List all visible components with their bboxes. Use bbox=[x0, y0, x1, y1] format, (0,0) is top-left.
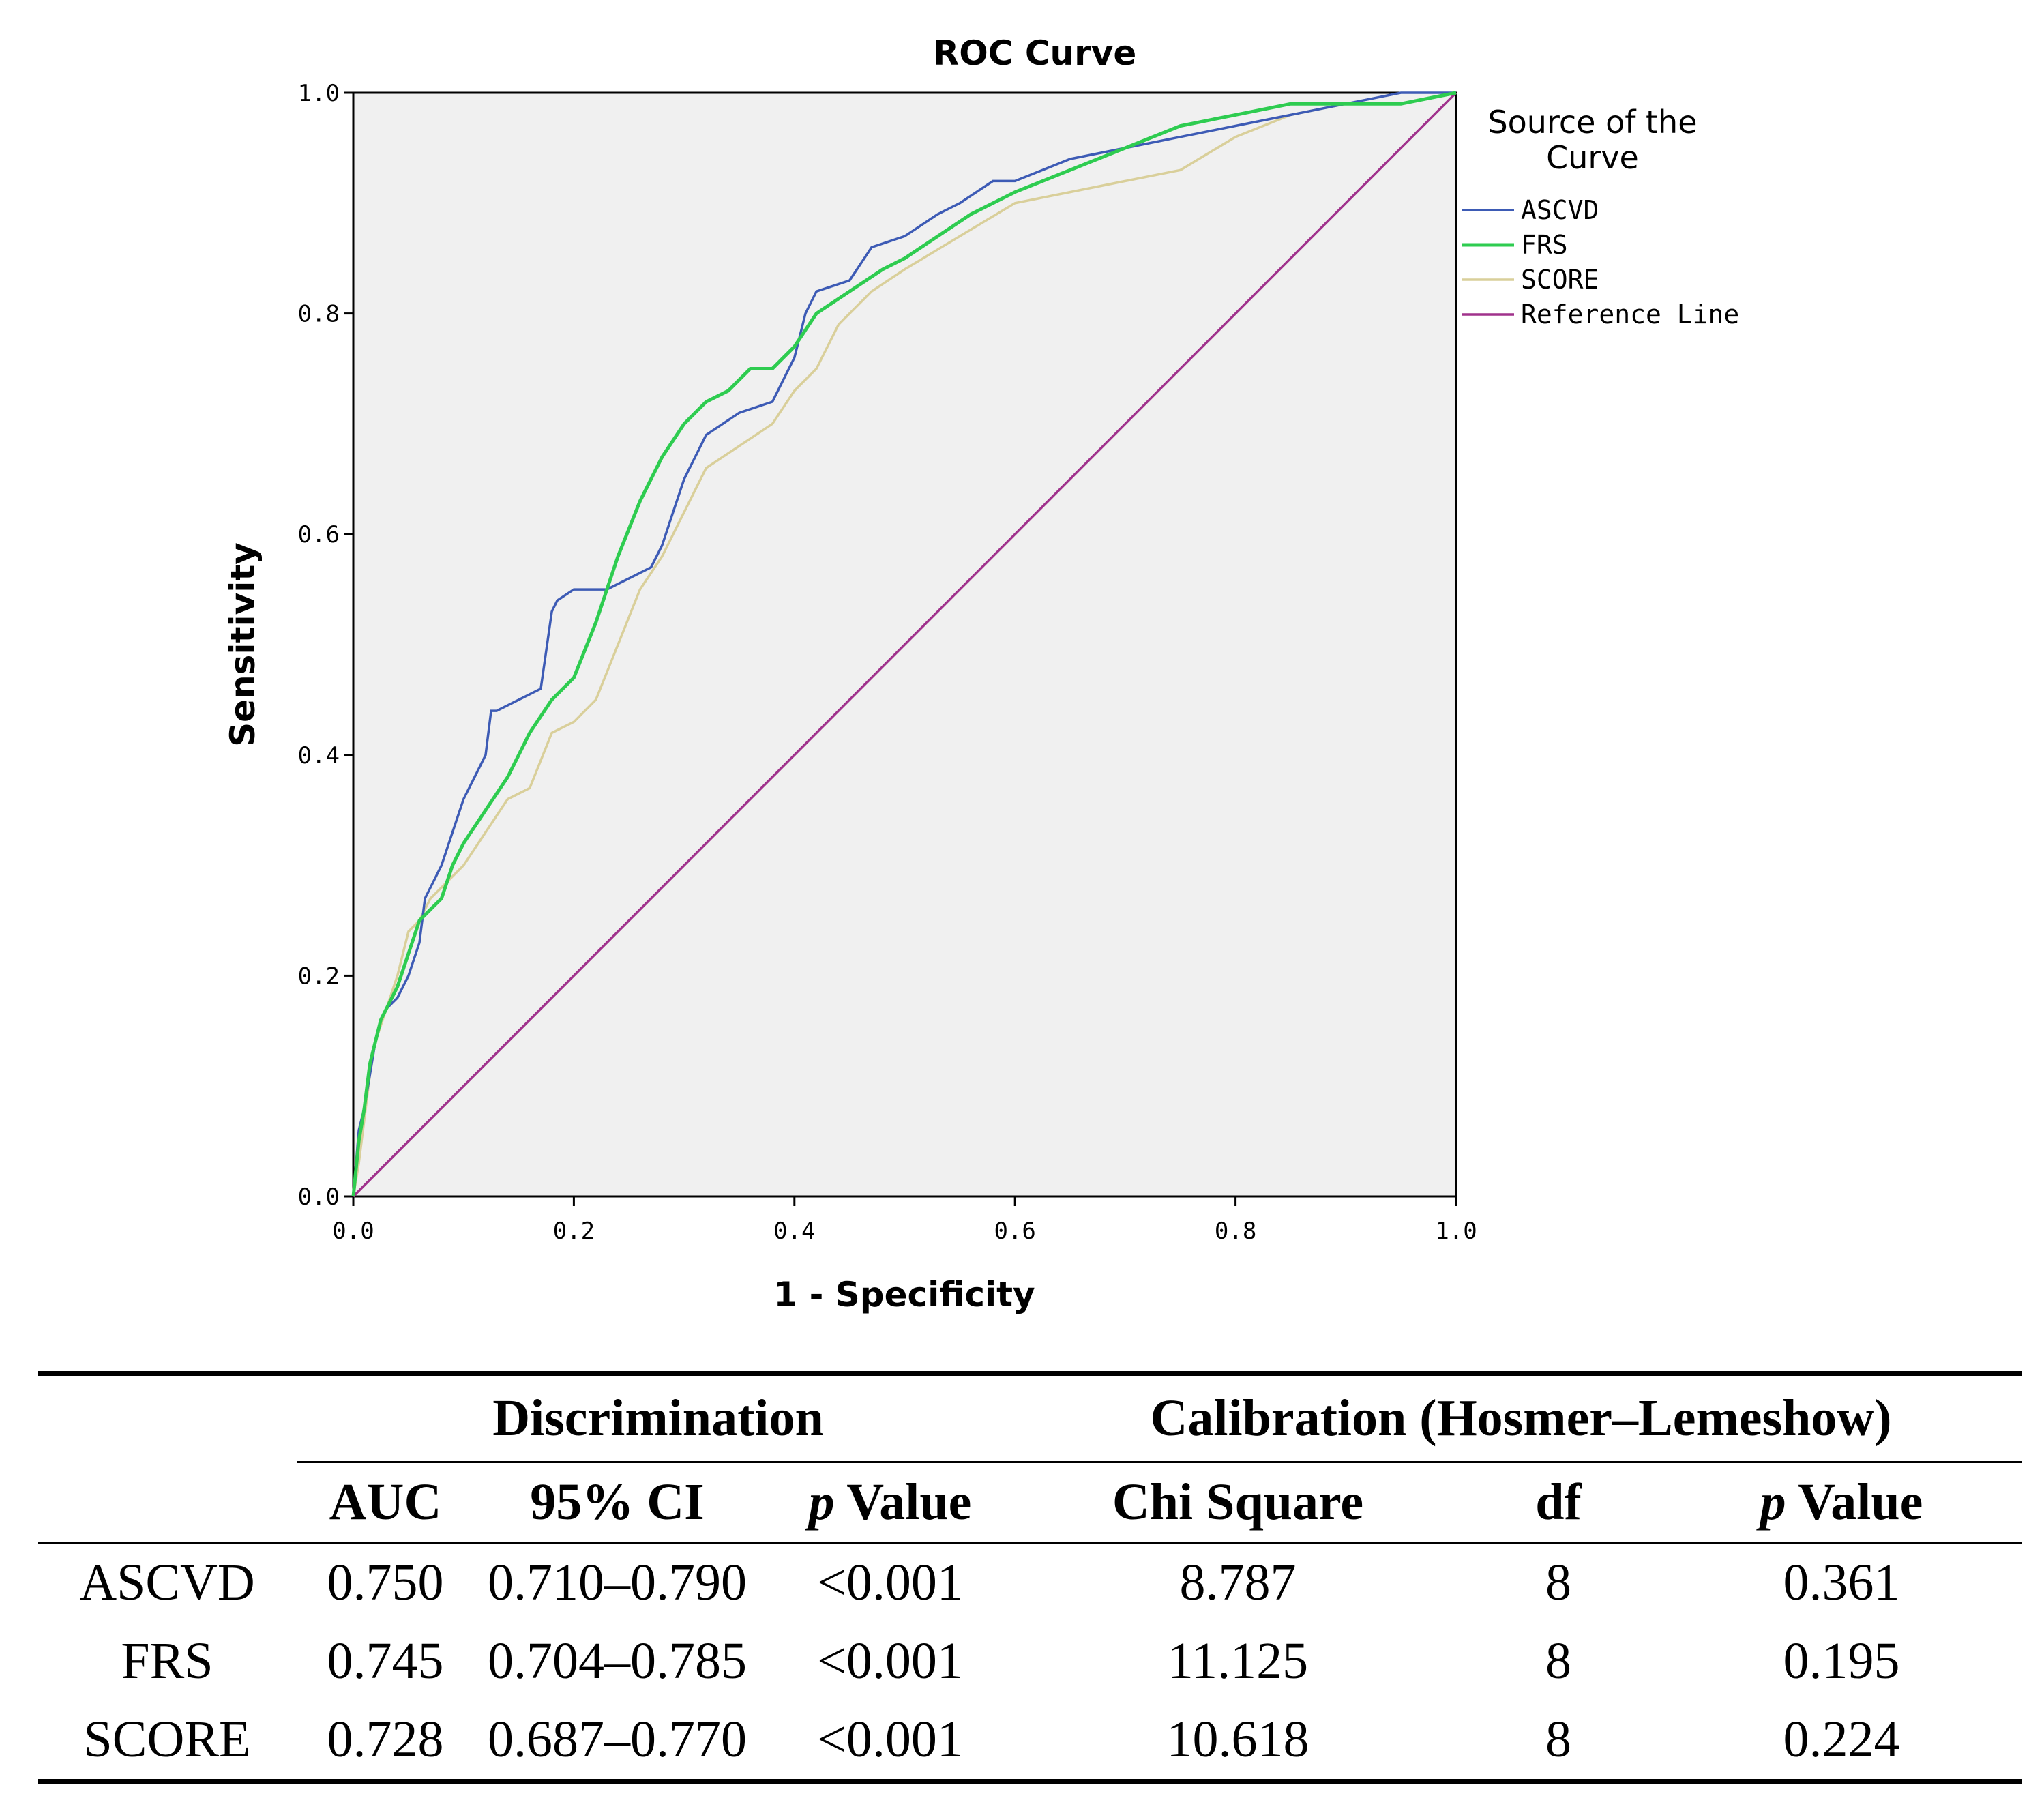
legend-label-ascvd: ASCVD bbox=[1521, 195, 1599, 225]
cell-ci: 0.687–0.770 bbox=[488, 1711, 747, 1768]
cell-df: 8 bbox=[1545, 1554, 1571, 1611]
cell-chi-square: 8.787 bbox=[1179, 1554, 1297, 1611]
y-tick-label: 0.4 bbox=[298, 742, 340, 769]
group-header-discrimination: Discrimination bbox=[297, 1373, 1020, 1463]
header-p-value-2: p Value bbox=[1661, 1462, 2022, 1544]
legend-label-frs: FRS bbox=[1521, 230, 1568, 260]
chart-title: ROC Curve bbox=[933, 33, 1137, 73]
cell-chi-square: 11.125 bbox=[1167, 1632, 1309, 1690]
cell-p-value: <0.001 bbox=[817, 1711, 963, 1768]
cell-df: 8 bbox=[1545, 1711, 1571, 1768]
roc-chart: ROC Curve 0.0 0.2 0.4 0.6 0.8 1.0 0.0 0.2 0.4 0.6… bbox=[223, 33, 1739, 1314]
y-tick-label: 0.8 bbox=[298, 301, 340, 328]
x-tick-label: 1.0 bbox=[1435, 1218, 1477, 1245]
x-tick-label: 0.8 bbox=[1215, 1218, 1256, 1245]
cell-ci: 0.704–0.785 bbox=[488, 1632, 747, 1690]
series-line-frs bbox=[351, 91, 1457, 1197]
cell-df: 8 bbox=[1545, 1632, 1571, 1690]
cell-hl-p-value: 0.224 bbox=[1783, 1711, 1900, 1768]
table-group-header-row: Discrimination Calibration (Hosmer–Lemes… bbox=[38, 1373, 2022, 1463]
series-line-score bbox=[352, 91, 1457, 1197]
x-tick-label: 0.2 bbox=[553, 1218, 595, 1245]
legend: Source of the Curve ASCVD FRS SCORE Referen… bbox=[1462, 104, 1739, 329]
header-p-value-2-label: Value bbox=[1798, 1473, 1923, 1531]
cell-auc: 0.728 bbox=[327, 1711, 444, 1768]
cell-ci: 0.710–0.790 bbox=[488, 1554, 747, 1611]
table-corner bbox=[38, 1374, 297, 1462]
legend-title-line2: Curve bbox=[1546, 139, 1639, 176]
group-header-calibration: Calibration (Hosmer–Lemeshow) bbox=[1020, 1373, 2022, 1463]
table-row: FRS 0.745 0.704–0.785 <0.001 11.125 8 0.… bbox=[38, 1622, 2022, 1701]
legend-title-line1: Source of the bbox=[1487, 104, 1697, 141]
header-auc: AUC bbox=[297, 1462, 474, 1544]
header-ci: 95% CI bbox=[474, 1462, 760, 1544]
header-df: df bbox=[1456, 1462, 1661, 1544]
series-line-ascvd bbox=[352, 91, 1456, 1197]
p-italic: p bbox=[1760, 1473, 1786, 1531]
x-tick-label: 0.4 bbox=[773, 1218, 815, 1245]
y-tick-label: 0.6 bbox=[298, 521, 340, 548]
y-axis-label: Sensitivity bbox=[223, 542, 263, 747]
legend-items: ASCVD FRS SCORE Reference Line bbox=[1462, 195, 1739, 329]
cell-p-value: <0.001 bbox=[817, 1554, 963, 1611]
cell-model: ASCVD bbox=[79, 1554, 255, 1611]
series-line-reference-line bbox=[352, 91, 1457, 1198]
y-tick-label: 1.0 bbox=[298, 80, 340, 107]
table-row: SCORE 0.728 0.687–0.770 <0.001 10.618 8 … bbox=[38, 1701, 2022, 1782]
y-tick-label: 0.2 bbox=[298, 962, 340, 990]
cell-auc: 0.745 bbox=[327, 1632, 444, 1690]
cell-model: SCORE bbox=[83, 1711, 251, 1768]
header-p-value-1: p Value bbox=[760, 1462, 1020, 1544]
cell-hl-p-value: 0.195 bbox=[1783, 1632, 1900, 1690]
header-p-value-1-label: Value bbox=[846, 1473, 972, 1531]
x-tick-label: 0.0 bbox=[332, 1218, 374, 1245]
stats-table: Discrimination Calibration (Hosmer–Lemes… bbox=[38, 1371, 2022, 1784]
cell-hl-p-value: 0.361 bbox=[1783, 1554, 1900, 1611]
legend-label-score: SCORE bbox=[1521, 265, 1599, 295]
table-column-header-row: AUC 95% CI p Value Chi Square df p Value bbox=[38, 1462, 2022, 1544]
table-row: ASCVD 0.750 0.710–0.790 <0.001 8.787 8 0… bbox=[38, 1543, 2022, 1623]
x-axis-label: 1 - Specificity bbox=[773, 1275, 1035, 1314]
x-tick-label: 0.6 bbox=[994, 1218, 1035, 1245]
legend-label-reference-line: Reference Line bbox=[1521, 299, 1739, 329]
y-tick-label: 0.0 bbox=[298, 1183, 340, 1211]
header-chi-square: Chi Square bbox=[1020, 1462, 1456, 1544]
cell-chi-square: 10.618 bbox=[1166, 1711, 1309, 1768]
cell-auc: 0.750 bbox=[327, 1554, 444, 1611]
series-lines bbox=[351, 91, 1457, 1198]
axis-ticks: 0.0 0.2 0.4 0.6 0.8 1.0 0.0 0.2 0.4 0.6 0.8 1.0 bbox=[298, 80, 1477, 1245]
header-empty bbox=[38, 1462, 297, 1544]
cell-model: FRS bbox=[121, 1632, 213, 1690]
p-italic: p bbox=[808, 1473, 835, 1531]
cell-p-value: <0.001 bbox=[817, 1632, 963, 1690]
